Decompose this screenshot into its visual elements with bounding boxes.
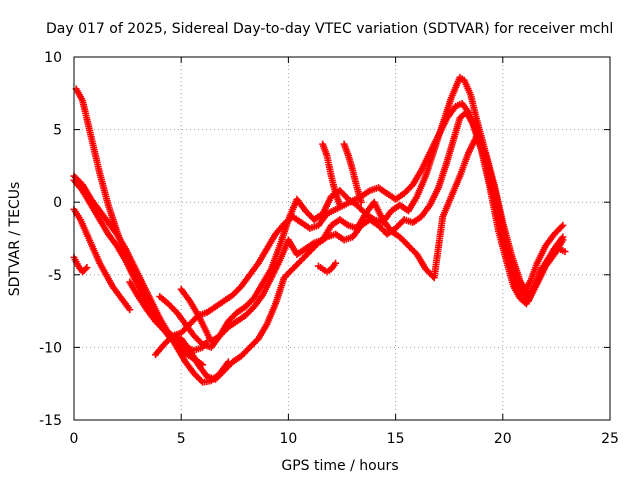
data-point: [357, 198, 365, 206]
series-arc-11: [319, 140, 344, 209]
series-arc-9: [177, 131, 567, 346]
data-point: [561, 248, 569, 256]
data-point: [126, 306, 134, 314]
plot-frame: [73, 56, 611, 421]
data-point: [336, 201, 344, 209]
x-tick-label: 10: [279, 431, 297, 447]
series-arc-4: [70, 205, 134, 314]
series-arc-8: [156, 73, 567, 351]
x-axis-ticks: 0 5 10 15 20 25: [70, 57, 619, 447]
data-point: [83, 264, 91, 272]
data-point: [559, 221, 567, 229]
data-points: [70, 73, 569, 386]
series-arc-2: [70, 172, 232, 386]
y-tick-label: 0: [53, 195, 62, 211]
data-point: [81, 265, 89, 273]
y-axis-label: SDTVAR / TECUs: [7, 182, 23, 297]
data-point: [559, 236, 567, 244]
y-tick-label: -15: [39, 413, 62, 429]
series-arc-1: [72, 85, 211, 354]
x-tick-label: 0: [70, 431, 79, 447]
x-axis-label: GPS time / hours: [281, 458, 398, 474]
y-tick-label: 5: [53, 123, 62, 139]
x-tick-label: 15: [387, 431, 405, 447]
x-tick-label: 20: [494, 431, 512, 447]
y-tick-label: -10: [39, 340, 62, 356]
y-axis-ticks: -15 -10 -5 0 5 10: [39, 50, 610, 429]
series-arc-5: [70, 253, 91, 276]
y-tick-label: -5: [48, 268, 62, 284]
data-point: [197, 339, 205, 347]
series-arc-10: [314, 259, 340, 276]
grid-lines: [74, 57, 610, 420]
x-tick-label: 25: [601, 431, 619, 447]
data-point: [332, 259, 340, 267]
y-tick-label: 10: [44, 50, 62, 66]
data-point: [557, 223, 565, 231]
series-arc-12: [340, 140, 365, 206]
chart-title: Day 017 of 2025, Sidereal Day-to-day VTE…: [46, 21, 613, 37]
x-tick-label: 5: [177, 431, 186, 447]
